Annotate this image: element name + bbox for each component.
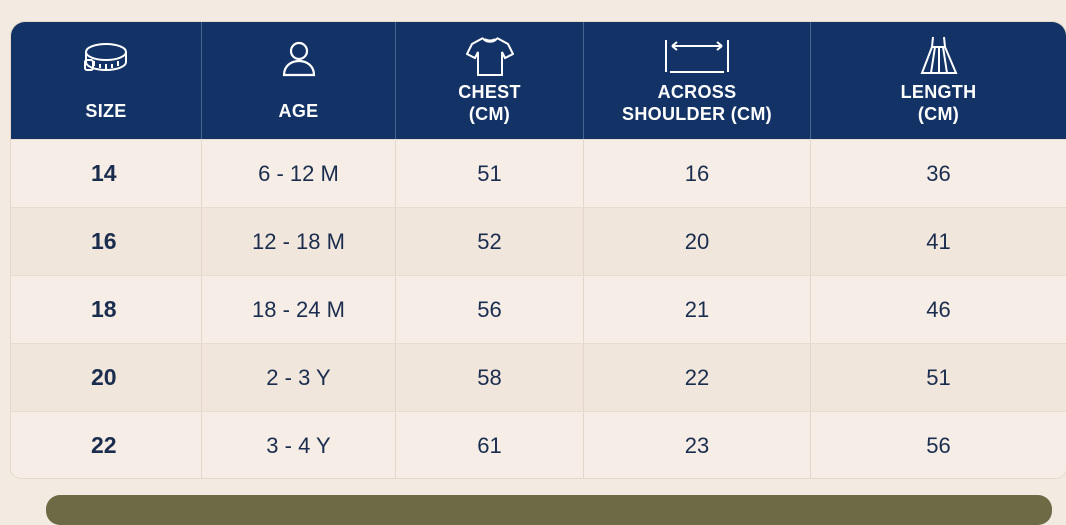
header-size: SIZE [11, 22, 202, 139]
chest-cell: 51 [396, 140, 584, 207]
size-cell: 20 [11, 344, 202, 411]
chest-cell: 61 [396, 412, 584, 478]
table-row: 20 2 - 3 Y 58 22 51 [11, 343, 1066, 411]
table-body: 14 6 - 12 M 51 16 36 16 12 - 18 M 52 20 … [11, 139, 1066, 478]
length-cell: 46 [926, 296, 951, 322]
size-cell: 14 [11, 140, 202, 207]
shoulder-cell: 21 [584, 276, 811, 343]
chest-cell: 58 [396, 344, 584, 411]
shoulder-cell: 23 [584, 412, 811, 478]
shirt-icon [465, 35, 514, 77]
size-cell: 16 [11, 208, 202, 275]
header-age-label: AGE [278, 101, 319, 121]
size-cell: 18 [11, 276, 202, 343]
shoulder-cell: 16 [584, 140, 811, 207]
length-cell: 56 [926, 432, 951, 458]
shoulder-cell: 20 [584, 208, 811, 275]
age-cell: 2 - 3 Y [202, 344, 396, 411]
header-length: LENGTH (CM) [811, 22, 1066, 139]
length-cell: 51 [926, 364, 951, 390]
header-chest-label: CHEST (CM) [458, 82, 521, 124]
table-row: 14 6 - 12 M 51 16 36 [11, 139, 1066, 207]
table-row: 16 12 - 18 M 52 20 41 [11, 207, 1066, 275]
header-age: AGE [202, 22, 396, 139]
person-icon [279, 37, 319, 79]
header-shoulder: ACROSS SHOULDER (CM) [584, 22, 811, 139]
footer-banner [46, 495, 1052, 525]
age-cell: 12 - 18 M [202, 208, 396, 275]
size-cell: 22 [11, 412, 202, 478]
age-cell: 6 - 12 M [202, 140, 396, 207]
length-cell: 41 [926, 228, 951, 254]
table-row: 18 18 - 24 M 56 21 46 [11, 275, 1066, 343]
age-cell: 3 - 4 Y [202, 412, 396, 478]
size-chart-table: SIZE AGE CHEST (CM) [11, 22, 1066, 478]
measuring-tape-icon [82, 37, 130, 79]
header-size-label: SIZE [85, 101, 127, 121]
header-length-label: LENGTH (CM) [900, 82, 977, 124]
length-cell: 36 [926, 160, 951, 186]
header-shoulder-label: ACROSS SHOULDER (CM) [622, 82, 772, 124]
chest-cell: 56 [396, 276, 584, 343]
age-cell: 18 - 24 M [202, 276, 396, 343]
shoulder-cell: 22 [584, 344, 811, 411]
shoulder-width-icon [662, 35, 732, 77]
chest-cell: 52 [396, 208, 584, 275]
table-row: 22 3 - 4 Y 61 23 56 [11, 411, 1066, 478]
dress-icon [919, 35, 959, 77]
header-chest: CHEST (CM) [396, 22, 584, 139]
table-header: SIZE AGE CHEST (CM) [11, 22, 1066, 139]
